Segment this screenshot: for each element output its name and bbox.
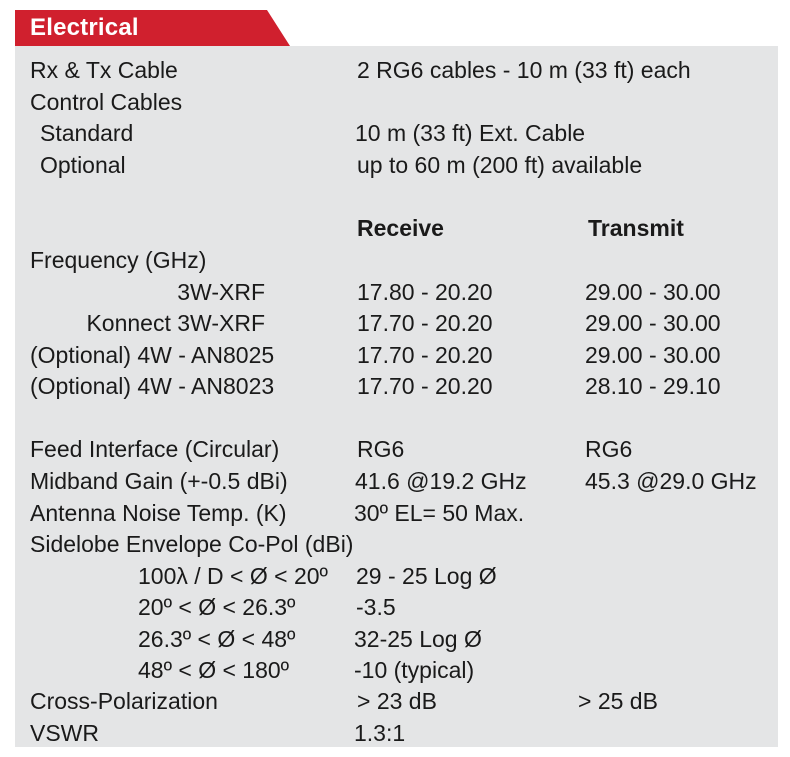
spec-row-frequency: Frequency (GHz) xyxy=(30,245,770,276)
frequency-transmit: 29.00 - 30.00 xyxy=(585,342,721,368)
spec-row-optional: Optional up to 60 m (200 ft) available xyxy=(30,150,770,181)
receive-header: Receive xyxy=(357,215,444,241)
spec-label: Control Cables xyxy=(30,89,183,115)
frequency-receive: 17.80 - 20.20 xyxy=(357,279,493,305)
spec-label: VSWR xyxy=(30,720,99,746)
spec-value: up to 60 m (200 ft) available xyxy=(357,152,643,178)
frequency-receive: 17.70 - 20.20 xyxy=(357,373,493,399)
sidelobe-range: 48º < Ø < 180º xyxy=(138,657,290,683)
frequency-receive: 17.70 - 20.20 xyxy=(357,342,493,368)
frequency-model: (Optional) 4W - AN8025 xyxy=(30,342,275,368)
frequency-receive: 17.70 - 20.20 xyxy=(357,310,493,336)
spec-label: Feed Interface (Circular) xyxy=(30,436,280,462)
spec-row-control: Control Cables xyxy=(30,87,770,118)
spec-receive: > 23 dB xyxy=(357,688,437,714)
sidelobe-range: 20º < Ø < 26.3º xyxy=(138,594,296,620)
spec-label: Cross-Polarization xyxy=(30,688,218,714)
spec-value: 2 RG6 cables - 10 m (33 ft) each xyxy=(357,57,691,83)
sidelobe-row: 48º < Ø < 180º -10 (typical) xyxy=(30,655,770,686)
frequency-row: 3W-XRF 17.80 - 20.20 29.00 - 30.00 xyxy=(30,277,770,308)
sidelobe-value: 32-25 Log Ø xyxy=(354,626,482,652)
spec-label: Frequency (GHz) xyxy=(30,247,207,273)
spec-value: 10 m (33 ft) Ext. Cable xyxy=(355,120,586,146)
spec-label: Standard xyxy=(40,120,134,146)
sidelobe-value: -3.5 xyxy=(356,594,396,620)
sidelobe-range: 100λ / D < Ø < 20º xyxy=(138,563,328,589)
spec-row-rxtx: Rx & Tx Cable 2 RG6 cables - 10 m (33 ft… xyxy=(30,55,770,86)
column-headers: Receive Transmit xyxy=(30,213,770,244)
spec-value: 1.3:1 xyxy=(354,720,406,746)
frequency-transmit: 28.10 - 29.10 xyxy=(585,373,721,399)
spec-row-xpol: Cross-Polarization > 23 dB > 25 dB xyxy=(30,686,770,717)
spec-row-sidelobe: Sidelobe Envelope Co-Pol (dBi) xyxy=(30,529,770,560)
spec-transmit: 45.3 @29.0 GHz xyxy=(585,468,757,494)
spec-receive: RG6 xyxy=(357,436,405,462)
section-title: Electrical xyxy=(30,14,139,41)
spec-transmit: > 25 dB xyxy=(578,688,658,714)
spec-receive: 30º EL= 50 Max. xyxy=(354,500,525,526)
spec-row-feed: Feed Interface (Circular) RG6 RG6 xyxy=(30,434,770,465)
frequency-transmit: 29.00 - 30.00 xyxy=(585,279,721,305)
spec-label: Antenna Noise Temp. (K) xyxy=(30,500,287,526)
sidelobe-row: 20º < Ø < 26.3º -3.5 xyxy=(30,592,770,623)
frequency-row: Konnect 3W-XRF 17.70 - 20.20 29.00 - 30.… xyxy=(30,308,770,339)
frequency-model: (Optional) 4W - AN8023 xyxy=(30,373,275,399)
spec-row-gain: Midband Gain (+-0.5 dBi) 41.6 @19.2 GHz … xyxy=(30,466,770,497)
spec-row-noise: Antenna Noise Temp. (K) 30º EL= 50 Max. xyxy=(30,498,770,529)
frequency-model: 3W-XRF xyxy=(177,279,265,305)
transmit-header: Transmit xyxy=(588,215,684,241)
sidelobe-value: 29 - 25 Log Ø xyxy=(356,563,497,589)
section-tab-shape xyxy=(15,10,290,46)
frequency-model: Konnect 3W-XRF xyxy=(86,310,265,336)
spec-label: Midband Gain (+-0.5 dBi) xyxy=(30,468,288,494)
spec-label: Rx & Tx Cable xyxy=(30,57,178,83)
frequency-row: (Optional) 4W - AN8023 17.70 - 20.20 28.… xyxy=(30,371,770,402)
spec-panel xyxy=(15,46,778,747)
sidelobe-range: 26.3º < Ø < 48º xyxy=(138,626,296,652)
spec-label: Sidelobe Envelope Co-Pol (dBi) xyxy=(30,531,354,557)
spec-receive: 41.6 @19.2 GHz xyxy=(355,468,527,494)
section-tab: Electrical xyxy=(15,10,290,46)
sidelobe-value: -10 (typical) xyxy=(354,657,475,683)
frequency-row: (Optional) 4W - AN8025 17.70 - 20.20 29.… xyxy=(30,340,770,371)
sidelobe-row: 26.3º < Ø < 48º 32-25 Log Ø xyxy=(30,624,770,655)
sidelobe-row: 100λ / D < Ø < 20º 29 - 25 Log Ø xyxy=(30,561,770,592)
spec-label: Optional xyxy=(40,152,126,178)
spec-transmit: RG6 xyxy=(585,436,633,462)
frequency-transmit: 29.00 - 30.00 xyxy=(585,310,721,336)
spec-row-standard: Standard 10 m (33 ft) Ext. Cable xyxy=(30,118,770,149)
spec-row-vswr: VSWR 1.3:1 xyxy=(30,718,770,749)
